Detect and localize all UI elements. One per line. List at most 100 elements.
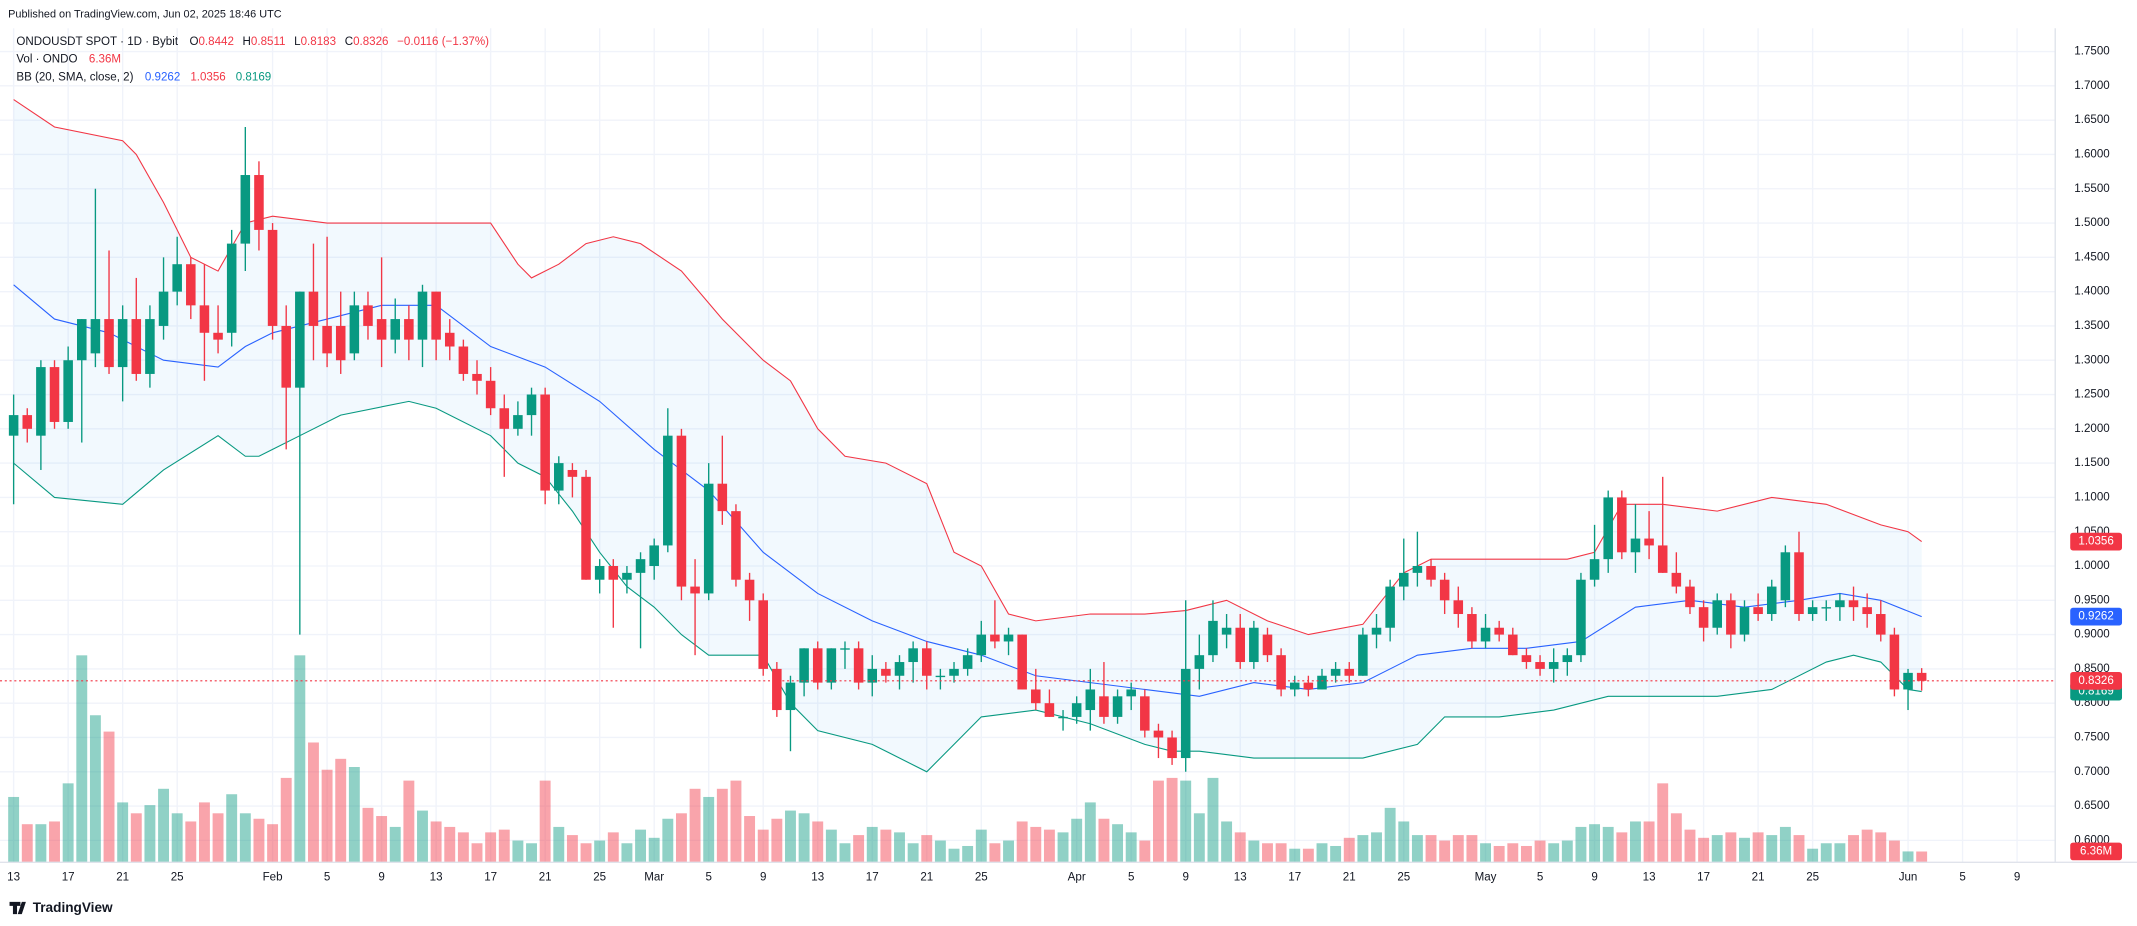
x-tick-label: Jun [1899, 871, 1918, 883]
volume-bar [539, 780, 551, 863]
volume-bar [771, 818, 783, 863]
candle-body [1044, 703, 1055, 717]
candle-body [1685, 586, 1695, 608]
volume-bar [21, 824, 33, 863]
candle-body [921, 648, 932, 676]
volume-bar [1193, 813, 1205, 863]
x-tick-label: 13 [430, 871, 443, 883]
candle-body [1753, 607, 1763, 615]
volume-bar [1875, 832, 1887, 863]
volume-bar [1888, 840, 1900, 863]
candle-body [1153, 730, 1164, 738]
candle-body [1112, 696, 1123, 717]
volume-bar [1752, 832, 1764, 863]
y-tick-label: 1.3000 [2074, 354, 2109, 366]
y-tick-label: 1.2500 [2074, 389, 2109, 401]
volume-bar [185, 821, 197, 863]
volume-bar [130, 813, 142, 863]
candle-body [1371, 627, 1382, 635]
candle-body [295, 291, 305, 388]
volume-bar [1793, 835, 1805, 863]
candle-body [581, 476, 591, 580]
y-tick-label: 0.7000 [2074, 766, 2109, 778]
volume-bar [49, 821, 60, 863]
candle-body [117, 319, 128, 368]
candle-body [199, 305, 210, 333]
candle-body [1017, 634, 1027, 690]
volume-bar [1262, 843, 1273, 863]
published-note: Published on TradingView.com, Jun 02, 20… [8, 8, 282, 20]
bb-name: BB (20, SMA, close, 2) [16, 71, 133, 83]
volume-bar [1003, 840, 1014, 863]
candle-body [935, 675, 946, 678]
volume-bar [962, 845, 974, 863]
brand-logo [9, 901, 26, 915]
x-tick-label: Feb [263, 871, 283, 883]
y-tick-label: 1.6000 [2074, 149, 2109, 161]
candle-body [1276, 655, 1286, 690]
bb-tag-bg [2070, 532, 2123, 551]
volume-bar [1711, 835, 1723, 863]
candle-body [663, 435, 673, 546]
candle-body [962, 655, 973, 669]
volume-bar [839, 843, 851, 863]
y-tick-label: 1.2000 [2074, 423, 2109, 435]
candle-body [1876, 614, 1886, 635]
candle-body [472, 373, 482, 381]
candle-body [1140, 696, 1150, 731]
candle-body [1249, 627, 1259, 663]
volume-bar [566, 835, 578, 863]
candle-body [458, 346, 469, 374]
x-tick-label: 5 [1128, 871, 1134, 883]
candle-body [226, 243, 237, 333]
candle-body [172, 264, 182, 292]
candle-body [1712, 600, 1723, 628]
volume-bar [948, 848, 960, 863]
volume-bar [1207, 777, 1219, 863]
bb-basis-value: 0.9262 [145, 71, 180, 83]
candle-body [1221, 627, 1232, 635]
candle-body [1603, 497, 1613, 560]
volume-bar [226, 794, 238, 863]
candle-body [826, 648, 837, 683]
volume-bar [1343, 837, 1355, 863]
volume-bar [1779, 826, 1791, 863]
candle-body [213, 332, 223, 340]
volume-bar [675, 813, 687, 863]
candle-body [1071, 703, 1082, 717]
volume-bar [1834, 843, 1846, 863]
ohlc-value: 0.8442 [198, 36, 233, 48]
x-tick-label: May [1475, 871, 1497, 883]
candle-body [949, 668, 959, 676]
volume-bar [1739, 837, 1750, 863]
candle-body [349, 305, 360, 354]
bb-tag: 1.0356 [2078, 536, 2113, 548]
candle-body [635, 559, 646, 573]
volume-bar [144, 805, 156, 863]
candle-body [8, 415, 19, 436]
brand-name: TradingView [33, 900, 113, 915]
volume-bar [280, 777, 292, 863]
candle-body [526, 394, 537, 416]
candle-body [1167, 737, 1177, 759]
x-tick-label: 5 [1959, 871, 1965, 883]
candle-body [335, 325, 346, 361]
candle-body [22, 415, 33, 429]
volume-bar [1112, 824, 1124, 863]
x-tick-label: 17 [62, 871, 75, 883]
candle-body [254, 175, 264, 230]
candle-body [77, 319, 87, 361]
change: −0.0116 (−1.37%) [397, 36, 489, 48]
volume-bar [498, 829, 510, 863]
volume-bar [1507, 843, 1519, 863]
candle-body [1303, 682, 1314, 690]
y-tick-label: 1.5000 [2074, 217, 2109, 229]
candle-body [417, 291, 428, 340]
volume-bar [934, 840, 946, 863]
volume-bar [430, 821, 442, 863]
x-tick-label: 9 [1591, 871, 1597, 883]
candle-body [104, 319, 114, 368]
candle-body [1848, 600, 1859, 608]
y-tick-label: 1.4000 [2074, 286, 2109, 298]
candle-body [131, 319, 142, 374]
